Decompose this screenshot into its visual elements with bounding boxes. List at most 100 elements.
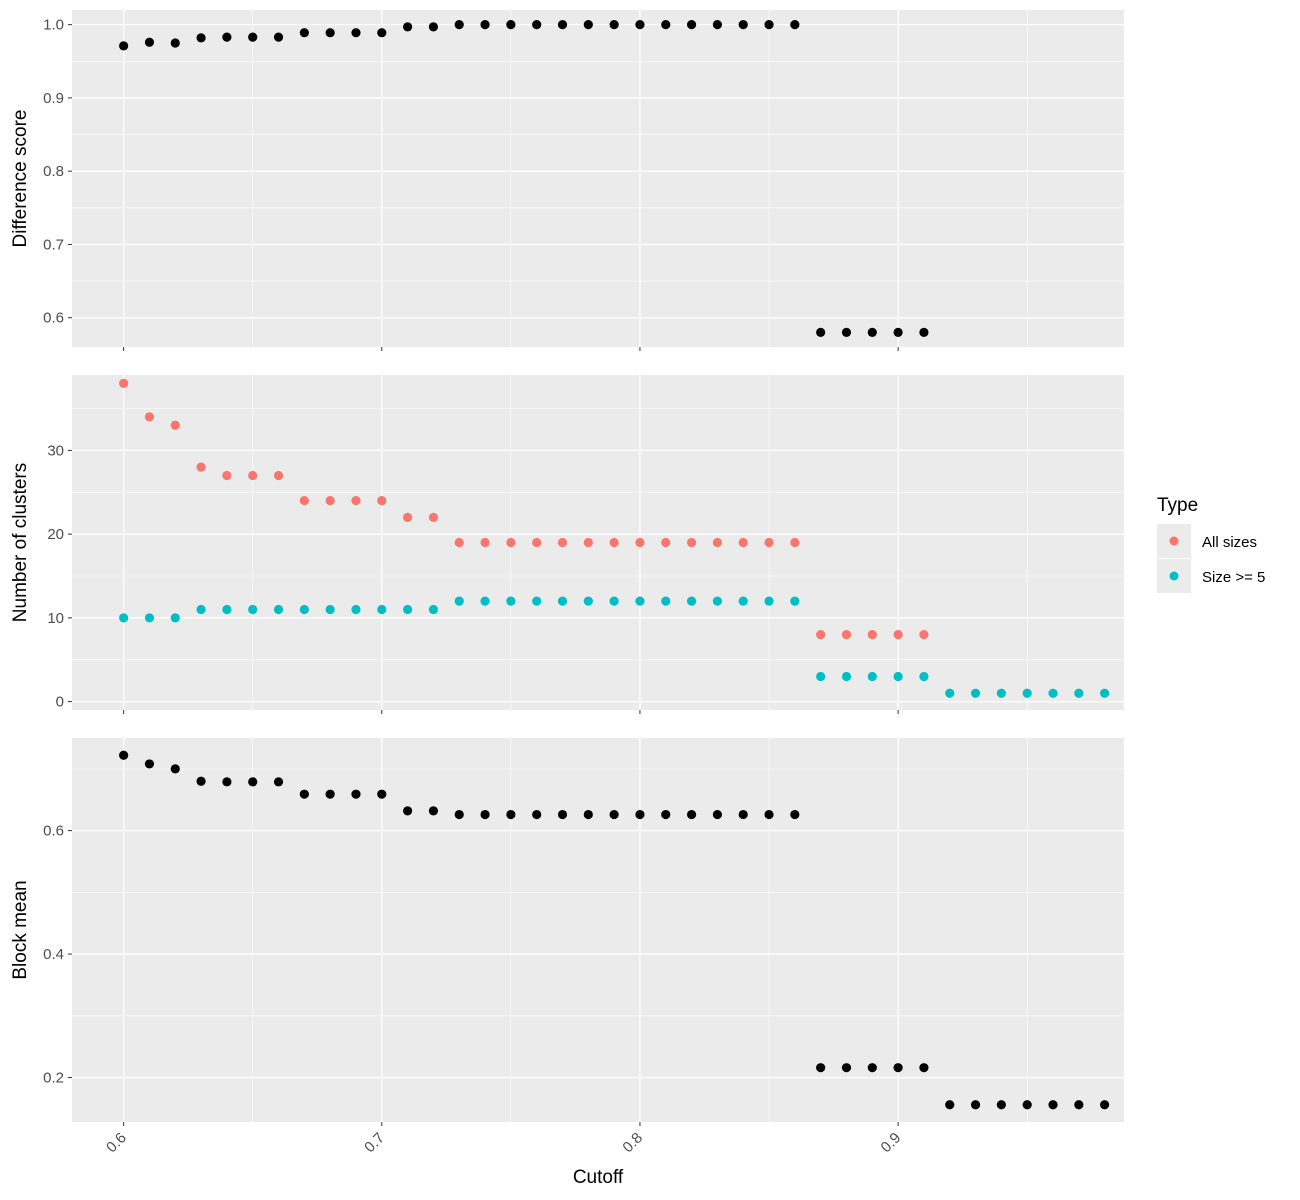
- data-point: [686, 809, 697, 820]
- data-point: [661, 596, 671, 606]
- data-point: [738, 809, 748, 820]
- data-point: [712, 809, 722, 820]
- y-axis-title: Block mean: [10, 880, 31, 979]
- data-point: [377, 496, 387, 506]
- data-point: [506, 809, 516, 820]
- data-point: [712, 596, 722, 606]
- data-point: [299, 496, 309, 506]
- data-point: [609, 596, 619, 606]
- data-point: [351, 28, 361, 38]
- data-point: [454, 537, 464, 548]
- data-point: [144, 759, 155, 769]
- data-point: [557, 20, 568, 30]
- data-point: [144, 37, 155, 47]
- x-axis-title: Cutoff: [573, 1167, 624, 1188]
- data-point: [325, 604, 335, 615]
- data-point: [222, 604, 232, 615]
- legend: Type All sizes Size >= 5: [1157, 495, 1265, 593]
- data-point: [248, 470, 258, 481]
- data-point: [351, 604, 361, 615]
- data-point: [583, 20, 593, 30]
- data-point: [1100, 1100, 1110, 1110]
- data-point: [325, 789, 335, 799]
- data-point: [686, 537, 697, 548]
- data-point: [712, 20, 722, 30]
- data-point: [506, 20, 516, 30]
- data-point: [712, 537, 722, 548]
- data-point: [635, 20, 645, 30]
- legend-label-size-5: Size >= 5: [1202, 569, 1265, 586]
- legend-title: Type: [1157, 495, 1198, 516]
- data-point: [583, 596, 593, 606]
- data-point: [816, 327, 826, 337]
- data-point: [893, 327, 903, 337]
- data-point: [1022, 1100, 1032, 1110]
- data-point: [686, 20, 697, 30]
- data-point: [609, 809, 619, 820]
- series-points: [119, 20, 929, 337]
- data-point: [428, 22, 439, 32]
- y-axis-title: Number of clusters: [10, 463, 31, 622]
- y-tick-label: 0.6: [43, 310, 64, 327]
- data-point: [506, 537, 516, 548]
- data-point: [480, 809, 490, 820]
- data-point: [970, 688, 981, 698]
- data-point: [403, 806, 413, 816]
- data-point: [273, 777, 284, 787]
- data-point: [661, 537, 671, 548]
- data-point: [764, 20, 774, 30]
- data-point: [609, 537, 619, 548]
- data-point: [738, 20, 748, 30]
- data-point: [867, 1063, 877, 1073]
- data-point: [609, 20, 619, 30]
- data-point: [377, 789, 387, 799]
- data-point: [222, 32, 232, 42]
- data-point: [661, 809, 671, 820]
- data-point: [738, 596, 748, 606]
- y-tick-label: 0: [56, 694, 64, 711]
- data-point: [144, 412, 155, 422]
- data-point: [557, 809, 568, 820]
- data-point: [919, 671, 929, 682]
- data-point: [764, 809, 774, 820]
- panel-bottom: 0.2 0.4 0.6 0.6 0.7 0.8 0.9 Block mean: [10, 738, 1124, 1156]
- panel-top: 0.6 0.7 0.8 0.9 1.0 Difference score: [10, 10, 1124, 351]
- data-point: [1100, 688, 1110, 698]
- data-point: [351, 496, 361, 506]
- data-point: [196, 33, 206, 43]
- legend-label-all-sizes: All sizes: [1202, 534, 1257, 551]
- data-point: [196, 462, 206, 472]
- data-point: [119, 41, 129, 51]
- y-tick-label: 30: [47, 442, 64, 459]
- data-point: [919, 1063, 929, 1073]
- data-point: [299, 28, 309, 38]
- data-point: [841, 630, 852, 640]
- data-point: [635, 809, 645, 820]
- data-point: [273, 470, 284, 481]
- data-point: [893, 630, 903, 640]
- data-point: [764, 596, 774, 606]
- x-tick-label: 0.6: [103, 1129, 130, 1156]
- legend-swatch-all-sizes: [1169, 536, 1179, 546]
- data-point: [454, 20, 464, 30]
- x-tick-label: 0.7: [361, 1129, 388, 1156]
- data-point: [480, 537, 490, 548]
- data-point: [661, 20, 671, 30]
- data-point: [428, 512, 439, 522]
- y-tick-label: 0.9: [43, 90, 64, 107]
- data-point: [119, 613, 129, 623]
- panel-background: [72, 10, 1124, 347]
- data-point: [222, 777, 232, 787]
- data-point: [996, 688, 1006, 698]
- data-point: [196, 604, 206, 615]
- data-point: [403, 22, 413, 32]
- data-point: [273, 604, 284, 615]
- data-point: [273, 32, 284, 42]
- data-point: [403, 604, 413, 615]
- legend-swatch-size-5: [1169, 571, 1179, 581]
- data-point: [557, 596, 568, 606]
- data-point: [816, 630, 826, 640]
- data-point: [506, 596, 516, 606]
- data-point: [170, 420, 180, 430]
